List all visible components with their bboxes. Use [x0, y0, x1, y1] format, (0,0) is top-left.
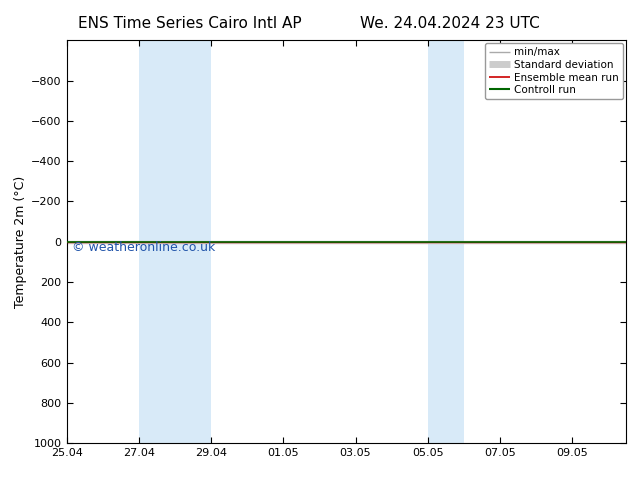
Legend: min/max, Standard deviation, Ensemble mean run, Controll run: min/max, Standard deviation, Ensemble me…: [485, 43, 623, 99]
Text: ENS Time Series Cairo Intl AP: ENS Time Series Cairo Intl AP: [79, 16, 302, 31]
Text: We. 24.04.2024 23 UTC: We. 24.04.2024 23 UTC: [360, 16, 540, 31]
Bar: [139, 40, 211, 443]
Y-axis label: Temperature 2m (°C): Temperature 2m (°C): [14, 176, 27, 308]
Text: © weatheronline.co.uk: © weatheronline.co.uk: [72, 242, 216, 254]
Bar: [428, 40, 464, 443]
